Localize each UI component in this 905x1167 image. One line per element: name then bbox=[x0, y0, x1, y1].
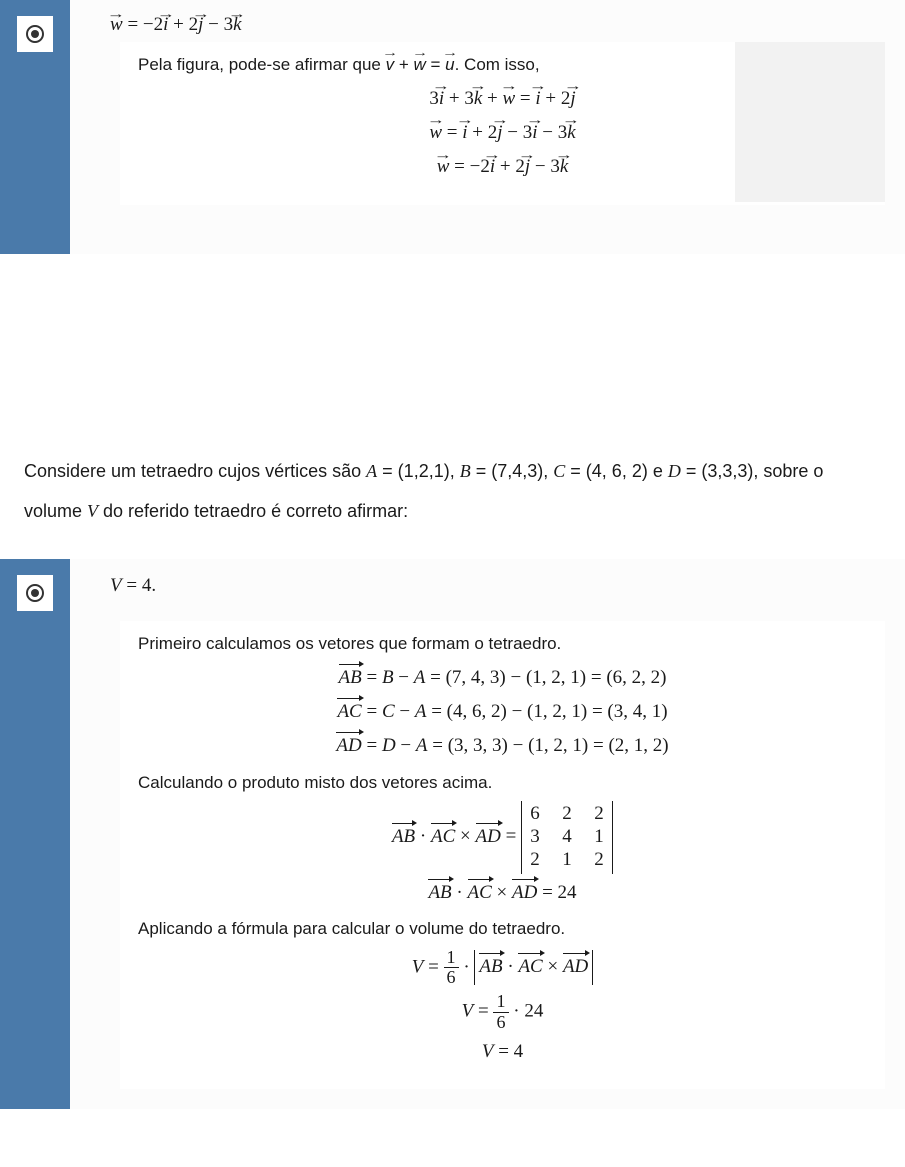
answer-math-2: V = 4. bbox=[110, 575, 885, 597]
radio-outer-icon bbox=[26, 584, 44, 602]
ac-vec: AC = C − A = (4, 6, 2) − (1, 2, 1) = (3,… bbox=[138, 697, 867, 727]
p3: Aplicando a fórmula para calcular o volu… bbox=[138, 916, 867, 942]
radio-selected-1[interactable] bbox=[17, 16, 53, 52]
radio-outer-icon bbox=[26, 25, 44, 43]
p1: Primeiro calculamos os vetores que forma… bbox=[138, 631, 867, 657]
answer-block-1: w = −2i + 2j − 3k Pela figura, pode-se a… bbox=[0, 0, 905, 254]
vol-formula: V = 16 · AB · AC × AD bbox=[138, 948, 867, 989]
answer-block-2: V = 4. Primeiro calculamos os vetores qu… bbox=[0, 559, 905, 1109]
answer-sidebar-1 bbox=[0, 0, 70, 254]
answer-sidebar-2 bbox=[0, 559, 70, 1109]
spacer bbox=[0, 254, 905, 424]
eq3: w = −2i + 2j − 3k bbox=[138, 152, 867, 182]
radio-inner-icon bbox=[31, 30, 39, 38]
vol-final: V = 4 bbox=[138, 1037, 867, 1067]
p2: Calculando o produto misto dos vetores a… bbox=[138, 770, 867, 796]
question-text: Considere um tetraedro cujos vértices sã… bbox=[0, 424, 905, 559]
answer-content-1: w = −2i + 2j − 3k Pela figura, pode-se a… bbox=[70, 0, 905, 254]
mixed-result: AB · AC × AD = 24 bbox=[138, 878, 867, 908]
ad-vec: AD = D − A = (3, 3, 3) − (1, 2, 1) = (2,… bbox=[138, 731, 867, 761]
eq2: w = i + 2j − 3i − 3k bbox=[138, 118, 867, 148]
answer-math-1: w = −2i + 2j − 3k bbox=[110, 14, 885, 36]
explanation-box-1: Pela figura, pode-se afirmar que v + w =… bbox=[120, 42, 885, 205]
exp-intro-text: Pela figura, pode-se afirmar que v + w =… bbox=[138, 52, 867, 78]
explanation-box-2: Primeiro calculamos os vetores que forma… bbox=[120, 621, 885, 1089]
radio-inner-icon bbox=[31, 589, 39, 597]
vol-sub: V = 16 · 24 bbox=[138, 992, 867, 1033]
mixed-product: AB · AC × AD = 622341212 bbox=[138, 801, 867, 873]
answer-content-2: V = 4. Primeiro calculamos os vetores qu… bbox=[70, 559, 905, 1109]
radio-selected-2[interactable] bbox=[17, 575, 53, 611]
ab-vec: AB = B − A = (7, 4, 3) − (1, 2, 1) = (6,… bbox=[138, 663, 867, 693]
